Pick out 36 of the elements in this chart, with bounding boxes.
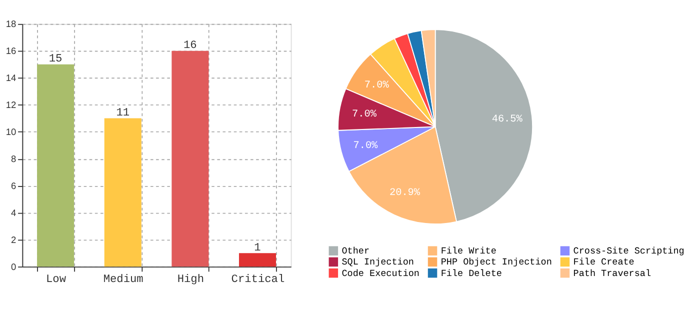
x-tick-label: Medium xyxy=(103,272,144,286)
data-label: 7.0% xyxy=(364,80,390,92)
y-tick-label: 10 xyxy=(6,127,16,138)
x-tick-label: Critical xyxy=(231,272,285,286)
legend-label: File Write xyxy=(440,246,496,257)
data-label: 7.0% xyxy=(352,109,378,120)
bar xyxy=(238,253,276,267)
y-tick-label: 2 xyxy=(11,234,16,245)
x-tick-label: Low xyxy=(46,274,66,286)
y-tick-label: 18 xyxy=(6,19,16,30)
y-tick-label: 12 xyxy=(6,100,16,110)
data-label: 15 xyxy=(48,54,62,66)
legend-label: Code Execution xyxy=(342,268,420,279)
data-label: 20.9% xyxy=(389,188,421,199)
data-label: 46.5% xyxy=(492,114,524,126)
data-label: 1 xyxy=(254,242,262,254)
data-label: 7.0% xyxy=(353,140,379,152)
y-tick-label: 8 xyxy=(11,154,16,164)
legend-label: Path Traversal xyxy=(573,268,652,279)
legend-label: SQL Injection xyxy=(342,256,414,268)
data-label: 16 xyxy=(184,40,197,52)
bar xyxy=(37,64,74,267)
x-tick-label: High xyxy=(177,272,204,286)
bar xyxy=(104,118,142,267)
legend-label: File Create xyxy=(573,256,634,268)
legend-label: PHP Object Injection xyxy=(440,256,552,268)
bar xyxy=(172,50,209,267)
y-tick-label: 16 xyxy=(6,46,16,56)
legend-label: File Delete xyxy=(440,268,502,279)
y-tick-label: 14 xyxy=(6,73,16,84)
legend-label: Cross-Site Scripting xyxy=(573,246,684,257)
y-tick-label: 4 xyxy=(11,208,16,218)
y-tick-label: 6 xyxy=(11,180,16,191)
y-tick-label: 0 xyxy=(11,262,16,272)
data-label: 11 xyxy=(116,108,130,120)
legend-label: Other xyxy=(342,246,370,257)
